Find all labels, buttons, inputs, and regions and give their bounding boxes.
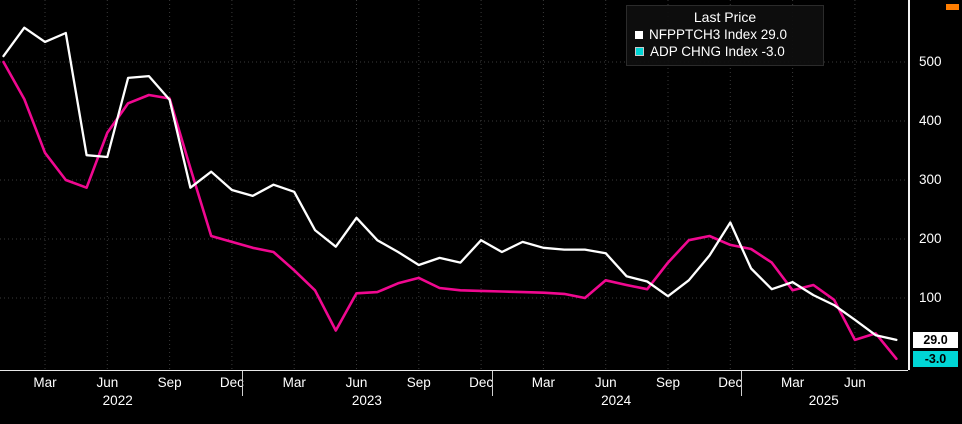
scrollbar-marker-icon[interactable]: [946, 4, 959, 10]
legend: Last Price NFPPTCH3 Index 29.0 ADP CHNG …: [626, 5, 824, 66]
x-tick-label: Mar: [531, 375, 556, 390]
x-axis: Mar Jun Sep Dec Mar Jun Sep Dec Mar Jun Sep Dec Mar J…: [0, 371, 908, 424]
x-tick-label: Jun: [844, 375, 866, 390]
year-separator: [242, 371, 244, 396]
y-tick-label: 500: [919, 53, 942, 69]
x-tick-label: Mar: [282, 375, 306, 390]
y-axis: 29.0 -3.0 100 200 300 400 500: [908, 0, 962, 370]
year-label: 2022: [102, 393, 133, 408]
legend-title: Last Price: [693, 9, 757, 25]
year-label: 2025: [808, 393, 839, 408]
year-separator: [740, 371, 742, 396]
year-separator: [491, 371, 493, 396]
legend-item-nfpptch3[interactable]: NFPPTCH3 Index 29.0: [635, 26, 815, 43]
last-price-badge-nfpptch3: 29.0: [913, 331, 958, 348]
adp-line: [2, 60, 898, 361]
x-tick-label: Mar: [33, 375, 57, 390]
x-tick-label: Sep: [406, 375, 431, 390]
adp-marker-icon: [635, 47, 644, 56]
x-tick-label: Dec: [469, 375, 494, 390]
y-tick-label: 200: [919, 230, 942, 246]
x-tick-label: Jun: [594, 375, 617, 390]
nfpptch3-line: [2, 26, 898, 342]
legend-item-adp[interactable]: ADP CHNG Index -3.0: [635, 43, 815, 60]
plot-area: Last Price NFPPTCH3 Index 29.0 ADP CHNG …: [0, 0, 908, 371]
x-tick-label: Dec: [718, 375, 743, 390]
nfpptch3-marker-icon: [635, 30, 643, 39]
year-label: 2024: [601, 393, 632, 408]
y-tick-label: 300: [919, 171, 942, 187]
y-tick-label: 100: [919, 290, 942, 305]
x-tick-label: Jun: [96, 375, 119, 390]
x-tick-label: Sep: [157, 375, 182, 390]
year-label: 2023: [351, 393, 382, 408]
chart-canvas: [0, 0, 908, 370]
last-price-badge-adp: -3.0: [913, 350, 958, 367]
x-tick-label: Dec: [219, 375, 244, 390]
x-tick-label: Mar: [780, 375, 805, 390]
y-tick-label: 400: [919, 112, 942, 128]
x-tick-label: Jun: [345, 375, 368, 390]
legend-label-nfpptch3: NFPPTCH3 Index 29.0: [649, 27, 788, 42]
x-tick-label: Sep: [655, 375, 681, 390]
legend-label-adp: ADP CHNG Index -3.0: [650, 44, 785, 59]
